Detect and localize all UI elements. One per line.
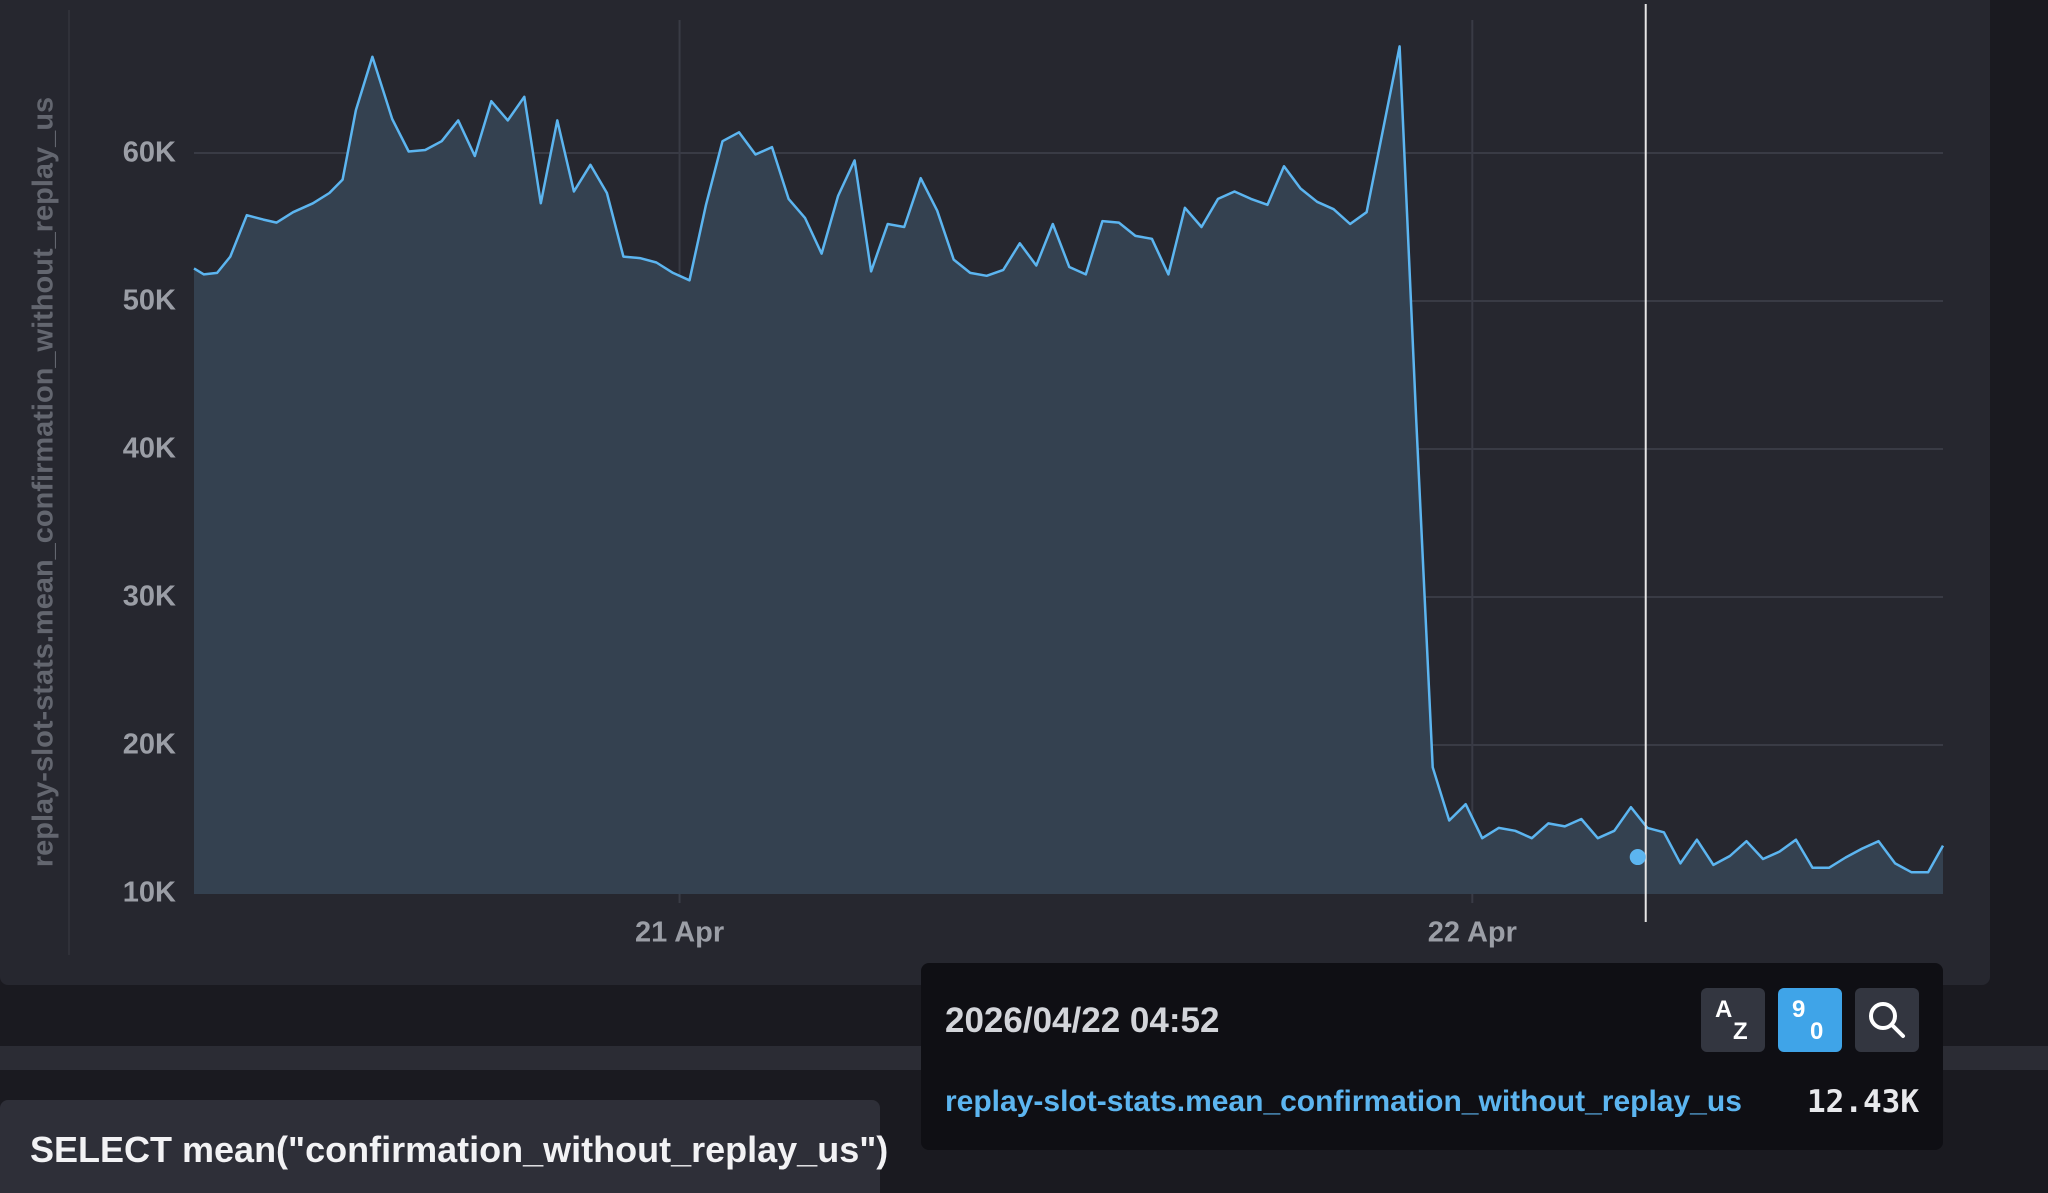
y-tick-50K: 50K: [122, 284, 176, 317]
sort-numeric-icon-top: 9: [1792, 996, 1806, 1023]
x-tick-21-Apr: 21 Apr: [634, 916, 725, 949]
y-tick-40K: 40K: [122, 432, 176, 465]
hover-tooltip: 2026/04/22 04:52 A Z 9 0 replay-slot-sta…: [921, 963, 1943, 1150]
y-axis-label: replay-slot-stats.mean_confirmation_with…: [27, 96, 60, 868]
search-button[interactable]: [1855, 988, 1919, 1052]
query-editor[interactable]: SELECT mean("confirmation_without_replay…: [0, 1100, 888, 1193]
query-text[interactable]: SELECT mean("confirmation_without_replay…: [30, 1129, 889, 1170]
tooltip-timestamp: 2026/04/22 04:52: [945, 1001, 1220, 1040]
sort-numeric-button[interactable]: 9 0: [1778, 988, 1842, 1052]
sort-alpha-icon-top: A: [1715, 996, 1733, 1023]
sort-numeric-icon-bottom: 0: [1810, 1018, 1824, 1045]
tooltip-series-value: 12.43K: [1807, 1084, 1919, 1120]
y-tick-60K: 60K: [122, 136, 176, 169]
chart-plot[interactable]: [0, 0, 1990, 985]
y-tick-30K: 30K: [122, 580, 176, 613]
series-area: [194, 46, 1943, 894]
y-tick-10K: 10K: [122, 876, 176, 909]
x-tick-22-Apr: 22 Apr: [1427, 916, 1517, 949]
chart-panel: replay-slot-stats.mean_confirmation_with…: [0, 0, 1990, 985]
series-line: [193, 45, 1945, 874]
tooltip-series-name: replay-slot-stats.mean_confirmation_with…: [945, 1085, 1742, 1118]
search-icon: [1869, 1002, 1905, 1038]
hover-point: [1629, 849, 1646, 866]
y-tick-20K: 20K: [122, 728, 176, 761]
sort-alpha-icon-bottom: Z: [1733, 1018, 1748, 1045]
sort-alpha-button[interactable]: A Z: [1701, 988, 1765, 1052]
